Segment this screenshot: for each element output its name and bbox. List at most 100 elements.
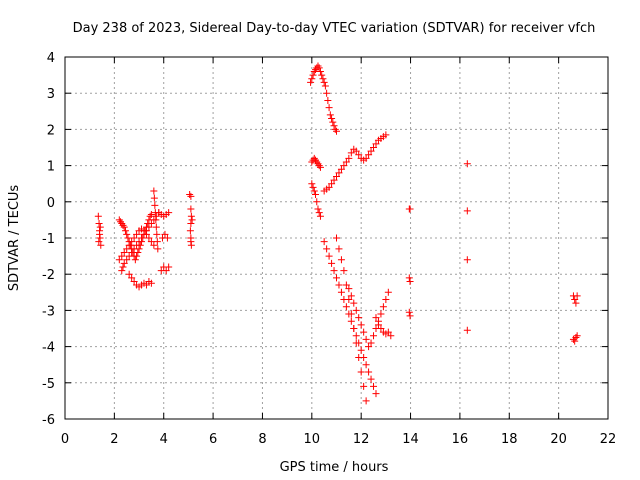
data-point bbox=[151, 201, 159, 209]
data-point bbox=[119, 221, 127, 229]
data-point bbox=[130, 277, 138, 285]
data-point bbox=[370, 144, 378, 151]
data-point bbox=[406, 205, 414, 213]
data-point bbox=[133, 230, 141, 238]
data-point bbox=[325, 252, 333, 260]
y-axis-label: SDTVAR / TECUs bbox=[7, 185, 22, 292]
data-point bbox=[382, 131, 390, 139]
data-point bbox=[161, 230, 169, 238]
data-point bbox=[314, 62, 322, 70]
data-point bbox=[333, 127, 340, 135]
data-point bbox=[316, 212, 324, 220]
data-point bbox=[97, 241, 105, 249]
data-point bbox=[374, 321, 382, 329]
data-point bbox=[308, 180, 316, 188]
x-tick-label: 8 bbox=[258, 432, 266, 447]
data-point bbox=[342, 158, 350, 166]
data-point bbox=[352, 147, 360, 155]
plot-frame bbox=[64, 56, 609, 420]
data-point bbox=[115, 256, 123, 264]
y-tick-label: 2 bbox=[47, 123, 55, 138]
data-point bbox=[329, 118, 337, 126]
y-tick-label: 1 bbox=[47, 160, 55, 175]
data-point bbox=[352, 332, 360, 340]
data-point bbox=[138, 234, 146, 242]
y-tick-label: -5 bbox=[42, 377, 55, 392]
data-point bbox=[331, 125, 339, 133]
data-point bbox=[335, 245, 343, 253]
data-point bbox=[125, 270, 133, 278]
y-tick-label: -4 bbox=[42, 341, 55, 356]
data-point bbox=[118, 220, 126, 228]
data-point bbox=[372, 140, 380, 148]
data-point bbox=[377, 310, 385, 318]
data-point bbox=[320, 78, 328, 86]
data-point bbox=[328, 115, 336, 123]
data-point bbox=[118, 267, 126, 275]
data-point bbox=[95, 220, 103, 228]
data-point bbox=[340, 162, 348, 170]
data-point bbox=[162, 267, 170, 275]
data-point bbox=[130, 234, 138, 242]
data-point bbox=[152, 223, 160, 231]
x-axis-label: GPS time / hours bbox=[280, 460, 389, 475]
data-point bbox=[370, 332, 378, 340]
y-tick-label: -2 bbox=[42, 268, 55, 283]
data-point bbox=[120, 223, 128, 231]
data-point bbox=[142, 281, 150, 289]
data-point bbox=[140, 227, 148, 235]
data-point bbox=[377, 325, 385, 332]
data-point bbox=[309, 71, 317, 79]
data-point bbox=[147, 238, 155, 246]
x-tick-label: 12 bbox=[353, 432, 370, 447]
data-point bbox=[152, 216, 160, 224]
data-point bbox=[316, 163, 324, 171]
data-point bbox=[120, 259, 128, 267]
data-point bbox=[347, 149, 355, 157]
data-point bbox=[145, 223, 153, 231]
data-point bbox=[186, 227, 194, 235]
data-point bbox=[355, 314, 363, 322]
data-point bbox=[345, 296, 353, 304]
data-point bbox=[323, 89, 331, 97]
y-tick-label: -1 bbox=[42, 232, 55, 247]
y-tick-label: 4 bbox=[47, 51, 55, 66]
data-point bbox=[130, 245, 138, 253]
data-point bbox=[362, 154, 370, 162]
data-point bbox=[324, 96, 332, 104]
data-point bbox=[125, 252, 133, 260]
data-point bbox=[187, 205, 195, 213]
x-tick-label: 0 bbox=[61, 432, 69, 447]
data-point bbox=[463, 207, 471, 215]
data-point bbox=[350, 325, 358, 332]
data-point bbox=[379, 303, 387, 311]
data-point bbox=[186, 191, 194, 199]
data-point bbox=[573, 292, 581, 300]
data-point bbox=[463, 326, 471, 334]
data-point bbox=[572, 334, 580, 342]
data-point bbox=[150, 241, 158, 249]
data-point bbox=[342, 281, 350, 289]
data-point bbox=[365, 368, 373, 376]
data-point bbox=[384, 288, 392, 296]
x-tick-label: 22 bbox=[600, 432, 617, 447]
data-point bbox=[120, 248, 128, 256]
data-point bbox=[150, 187, 158, 195]
data-point bbox=[330, 267, 338, 275]
data-point bbox=[347, 292, 355, 300]
data-point bbox=[387, 332, 395, 340]
data-point bbox=[370, 382, 378, 390]
data-point bbox=[315, 209, 323, 217]
x-tick-label: 6 bbox=[209, 432, 217, 447]
data-point bbox=[187, 212, 195, 220]
data-point bbox=[321, 82, 329, 90]
data-point bbox=[308, 75, 316, 83]
data-point bbox=[142, 230, 150, 238]
data-point bbox=[357, 368, 365, 376]
data-point bbox=[355, 151, 363, 159]
data-point bbox=[165, 263, 173, 271]
data-point bbox=[312, 156, 320, 164]
x-tick-label: 20 bbox=[550, 432, 567, 447]
data-point bbox=[188, 216, 196, 224]
